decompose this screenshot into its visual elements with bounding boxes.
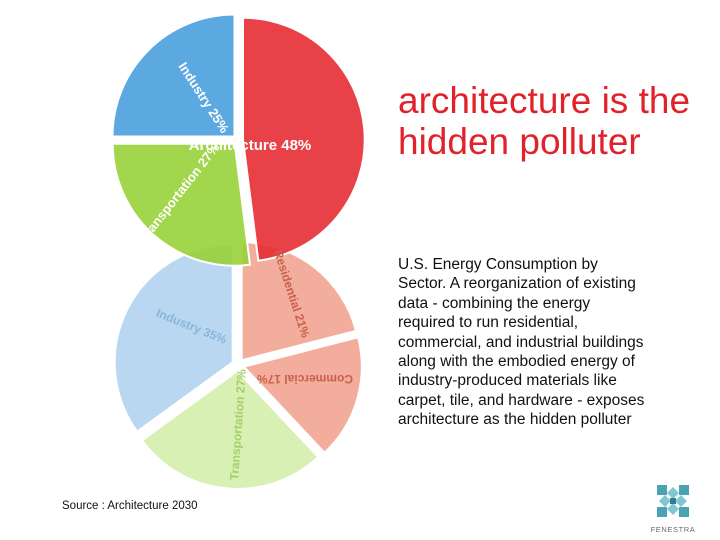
page-title: architecture is the hidden polluter bbox=[398, 80, 691, 162]
logo-text: FENESTRA bbox=[650, 525, 696, 534]
slice-reorganized-architecture bbox=[241, 16, 366, 262]
pie-traditional bbox=[113, 241, 363, 490]
slice-reorganized-industry bbox=[111, 13, 236, 138]
source-note: Source : Architecture 2030 bbox=[62, 500, 198, 512]
slice-reorganized-transportation bbox=[111, 142, 252, 267]
quilt-square-logo-icon bbox=[657, 485, 689, 517]
label-traditional-commercial: Commercial 17% bbox=[257, 372, 353, 386]
slice-traditional-commercial bbox=[241, 336, 363, 455]
description-text: U.S. Energy Consumption by Sector. A reo… bbox=[398, 256, 645, 429]
slice-traditional-transportation bbox=[140, 369, 320, 490]
pie-reorganized bbox=[111, 13, 366, 267]
fenestra-logo: FENESTRA bbox=[650, 485, 696, 534]
label-reorganized-architecture: Architecture 48% bbox=[189, 137, 312, 154]
